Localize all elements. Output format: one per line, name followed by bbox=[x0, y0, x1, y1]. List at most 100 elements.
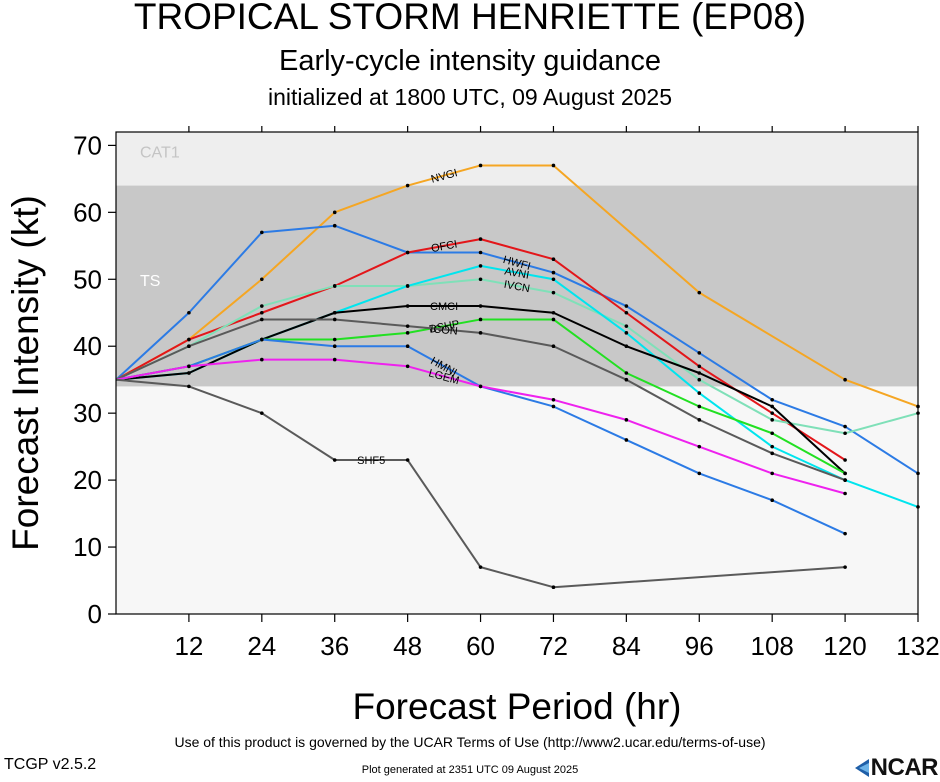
band-label: TS bbox=[140, 273, 160, 290]
data-point bbox=[405, 344, 410, 349]
data-point bbox=[332, 344, 337, 349]
series-label: OFCI bbox=[430, 239, 458, 256]
x-tick-label: 84 bbox=[612, 631, 641, 661]
data-point bbox=[187, 371, 191, 375]
x-tick-label: 60 bbox=[466, 631, 495, 661]
series-line bbox=[115, 378, 846, 589]
data-point bbox=[187, 364, 191, 369]
data-point bbox=[478, 237, 483, 241]
data-point bbox=[551, 344, 556, 349]
data-point bbox=[332, 337, 337, 342]
data-point bbox=[187, 310, 191, 315]
data-point bbox=[551, 317, 556, 322]
data-point bbox=[260, 411, 264, 415]
data-point bbox=[770, 471, 774, 476]
plot-frame bbox=[115, 131, 919, 615]
data-point bbox=[478, 277, 483, 282]
data-point bbox=[478, 264, 483, 268]
data-point bbox=[697, 391, 702, 395]
data-point bbox=[697, 418, 702, 422]
ncar-logo-icon bbox=[854, 759, 869, 777]
series-shf5: SHF5 bbox=[115, 378, 847, 590]
band-label: CAT1 bbox=[140, 144, 180, 161]
generated-time: Plot generated at 2351 UTC 09 August 202… bbox=[361, 764, 579, 776]
y-tick-label: 10 bbox=[73, 532, 102, 562]
y-tick-label: 30 bbox=[73, 398, 102, 428]
x-tick-label: 108 bbox=[750, 631, 793, 661]
data-point bbox=[697, 290, 702, 295]
data-point bbox=[697, 377, 702, 382]
x-tick-label: 96 bbox=[685, 631, 714, 661]
data-point bbox=[843, 531, 847, 536]
data-point bbox=[405, 324, 410, 328]
data-point bbox=[770, 397, 774, 402]
data-point bbox=[478, 250, 483, 255]
data-point bbox=[332, 458, 337, 462]
series-icon: ICON bbox=[115, 317, 847, 482]
series-label: SHF5 bbox=[357, 455, 385, 467]
data-point bbox=[770, 451, 774, 456]
series-line bbox=[115, 278, 919, 435]
data-point bbox=[843, 491, 847, 496]
series-label: AVNI bbox=[504, 265, 531, 281]
data-point bbox=[478, 331, 483, 335]
series-label: ICON bbox=[430, 323, 459, 337]
data-point bbox=[260, 317, 264, 322]
data-point bbox=[770, 431, 774, 436]
data-point bbox=[551, 257, 556, 261]
x-axis-title: Forecast Period (hr) bbox=[353, 686, 682, 727]
data-point bbox=[624, 344, 629, 349]
ncar-logo-text: NCAR bbox=[870, 754, 939, 781]
data-point bbox=[551, 277, 556, 282]
data-point bbox=[624, 331, 629, 335]
data-point bbox=[405, 331, 410, 335]
intensity-chart: TSCAT1NVGIHWFIOFCIIVCNAVNICMCIDSHPICONHM… bbox=[5, 126, 940, 727]
data-point bbox=[770, 498, 774, 502]
data-point bbox=[697, 371, 702, 375]
data-point bbox=[843, 431, 847, 436]
band-cat1 bbox=[116, 132, 918, 186]
data-point bbox=[624, 304, 629, 308]
x-tick-label: 24 bbox=[247, 631, 276, 661]
x-tick-label: 12 bbox=[174, 631, 203, 661]
data-point bbox=[624, 418, 629, 422]
data-point bbox=[332, 210, 337, 215]
data-point bbox=[551, 404, 556, 409]
data-point bbox=[260, 357, 264, 362]
data-point bbox=[697, 404, 702, 409]
data-point bbox=[697, 351, 702, 355]
y-tick-label: 20 bbox=[73, 465, 102, 495]
data-point bbox=[770, 418, 774, 422]
y-tick-label: 50 bbox=[73, 264, 102, 294]
data-point bbox=[843, 565, 847, 569]
y-axis-title: Forecast Intensity (kt) bbox=[5, 195, 46, 551]
data-point bbox=[260, 304, 264, 308]
data-point bbox=[770, 444, 774, 449]
data-point bbox=[405, 284, 410, 288]
terms-of-use: Use of this product is governed by the U… bbox=[174, 734, 766, 750]
data-point bbox=[478, 384, 483, 389]
data-point bbox=[332, 310, 337, 315]
data-point bbox=[624, 377, 629, 382]
version-label: TCGP v2.5.2 bbox=[4, 756, 97, 773]
y-tick-label: 70 bbox=[73, 130, 102, 160]
data-point bbox=[187, 384, 191, 389]
data-point bbox=[260, 337, 264, 342]
data-point bbox=[405, 458, 410, 462]
ncar-logo: NCAR bbox=[853, 754, 939, 782]
series-label: DSHP bbox=[428, 318, 460, 335]
series-label: CMCI bbox=[430, 301, 458, 313]
data-point bbox=[843, 458, 847, 462]
data-point bbox=[187, 344, 191, 349]
data-point bbox=[187, 337, 191, 342]
y-tick-label: 60 bbox=[73, 197, 102, 227]
data-point bbox=[551, 270, 556, 275]
data-point bbox=[478, 565, 483, 569]
data-point bbox=[332, 357, 337, 362]
series-label: IVCN bbox=[503, 279, 531, 296]
data-point bbox=[770, 411, 774, 415]
data-point bbox=[405, 250, 410, 255]
chart-subtitle: Early-cycle intensity guidance bbox=[278, 45, 661, 77]
init-time: initialized at 1800 UTC, 09 August 2025 bbox=[267, 84, 673, 110]
data-point bbox=[551, 163, 556, 168]
